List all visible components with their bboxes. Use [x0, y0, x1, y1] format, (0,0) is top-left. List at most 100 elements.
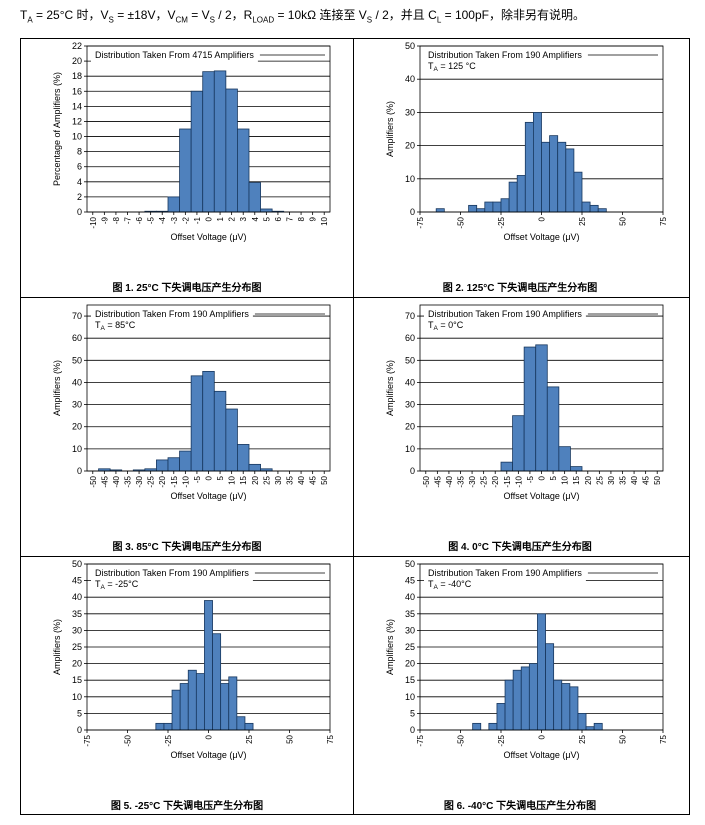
bar	[190, 375, 204, 472]
y-tick-label: 10	[72, 132, 82, 142]
x-tick-label: -10	[89, 216, 98, 228]
bar	[597, 208, 607, 213]
x-tick-label: -45	[433, 475, 442, 487]
bar	[195, 673, 205, 731]
bar	[500, 461, 513, 472]
x-tick-label: -25	[497, 734, 506, 746]
header: TA = 25°C 时，VS = ±18V，VCM = VS / 2，RLOAD…	[20, 6, 585, 24]
bar	[202, 71, 215, 213]
bar	[225, 88, 238, 213]
annotation-bg	[91, 566, 253, 592]
bar	[225, 408, 238, 472]
condition-text: T	[95, 320, 101, 330]
y-tick-label: 40	[72, 592, 82, 602]
x-tick-label: 20	[251, 475, 260, 484]
condition-text: T	[95, 579, 101, 589]
condition-text: T	[428, 61, 434, 71]
x-axis-label: Offset Voltage (μV)	[503, 750, 579, 760]
bar	[179, 450, 192, 472]
bar	[213, 70, 227, 213]
x-tick-label: 6	[274, 216, 283, 221]
y-tick-label: 20	[405, 659, 415, 669]
x-tick-label: -25	[497, 216, 506, 228]
x-axis-label: Offset Voltage (μV)	[503, 491, 579, 501]
y-tick-label: 18	[72, 71, 82, 81]
bar	[545, 643, 555, 731]
x-tick-label: -15	[503, 475, 512, 487]
y-tick-label: 10	[405, 174, 415, 184]
condition-text: = 85°C	[105, 320, 136, 330]
annotation-bg	[91, 307, 253, 333]
annotation-bg	[424, 566, 586, 592]
x-tick-label: 25	[262, 475, 271, 484]
y-tick-label: 40	[72, 377, 82, 387]
x-tick-label: -8	[112, 216, 121, 224]
bar	[557, 141, 567, 213]
x-tick-label: -5	[147, 216, 156, 224]
x-tick-label: 10	[320, 216, 329, 225]
bar	[220, 683, 230, 731]
x-tick-label: -50	[457, 734, 466, 746]
x-tick-label: -35	[124, 475, 133, 487]
header-sub: L	[436, 15, 442, 25]
y-tick-label: 30	[72, 400, 82, 410]
bar	[179, 128, 192, 213]
caption: 图 5. -25°C 下失调电压产生分布图	[111, 799, 263, 812]
y-tick-label: 30	[72, 625, 82, 635]
x-tick-label: 25	[578, 734, 587, 743]
y-tick-label: 30	[405, 625, 415, 635]
y-tick-label: 4	[77, 177, 82, 187]
bar	[435, 208, 445, 213]
x-tick-label: -1	[193, 216, 202, 224]
bar	[204, 600, 213, 731]
bar	[558, 446, 571, 472]
condition-text: T	[428, 579, 434, 589]
x-tick-label: 3	[239, 216, 248, 221]
condition-sub: A	[434, 325, 439, 332]
bar	[593, 722, 603, 731]
header-sub: LOAD	[252, 15, 275, 25]
header-text: T	[20, 8, 28, 22]
y-tick-label: 25	[405, 642, 415, 652]
x-tick-label: 25	[578, 216, 587, 225]
bar	[533, 112, 542, 213]
x-tick-label: -50	[89, 475, 98, 487]
x-tick-label: 0	[205, 475, 214, 480]
bar	[179, 683, 189, 731]
x-tick-label: 7	[286, 216, 295, 221]
annotation: Distribution Taken From 190 Amplifiers	[428, 568, 582, 578]
y-tick-label: 15	[72, 675, 82, 685]
bar	[500, 198, 510, 213]
y-tick-label: 0	[77, 466, 82, 476]
x-tick-label: 50	[653, 475, 662, 484]
y-tick-label: 50	[405, 41, 415, 51]
x-tick-label: -10	[514, 475, 523, 487]
condition-text: = -40°C	[438, 579, 472, 589]
x-tick-label: -75	[416, 216, 425, 228]
x-tick-label: -6	[135, 216, 144, 224]
bar	[553, 679, 563, 731]
caption: 图 3. 85°C 下失调电压产生分布图	[112, 540, 261, 553]
y-tick-label: 40	[405, 74, 415, 84]
y-tick-label: 10	[405, 692, 415, 702]
condition-text: = -25°C	[105, 579, 139, 589]
y-tick-label: 22	[72, 41, 82, 51]
header-sub: S	[108, 15, 114, 25]
condition: TA = 125 °C	[428, 61, 476, 73]
x-tick-label: 0	[205, 734, 214, 739]
x-tick-label: 0	[538, 475, 547, 480]
y-tick-label: 6	[77, 162, 82, 172]
y-tick-label: 50	[405, 355, 415, 365]
y-axis-label: Amplifiers (%)	[52, 619, 62, 675]
x-tick-label: 50	[286, 734, 295, 743]
condition-text: T	[428, 320, 434, 330]
bar	[212, 633, 222, 731]
x-tick-label: -50	[124, 734, 133, 746]
y-tick-label: 0	[410, 725, 415, 735]
y-tick-label: 20	[72, 422, 82, 432]
bar	[156, 459, 169, 472]
annotation-bg	[424, 48, 586, 74]
bar	[508, 181, 518, 213]
bar	[528, 663, 538, 731]
y-tick-label: 10	[72, 444, 82, 454]
